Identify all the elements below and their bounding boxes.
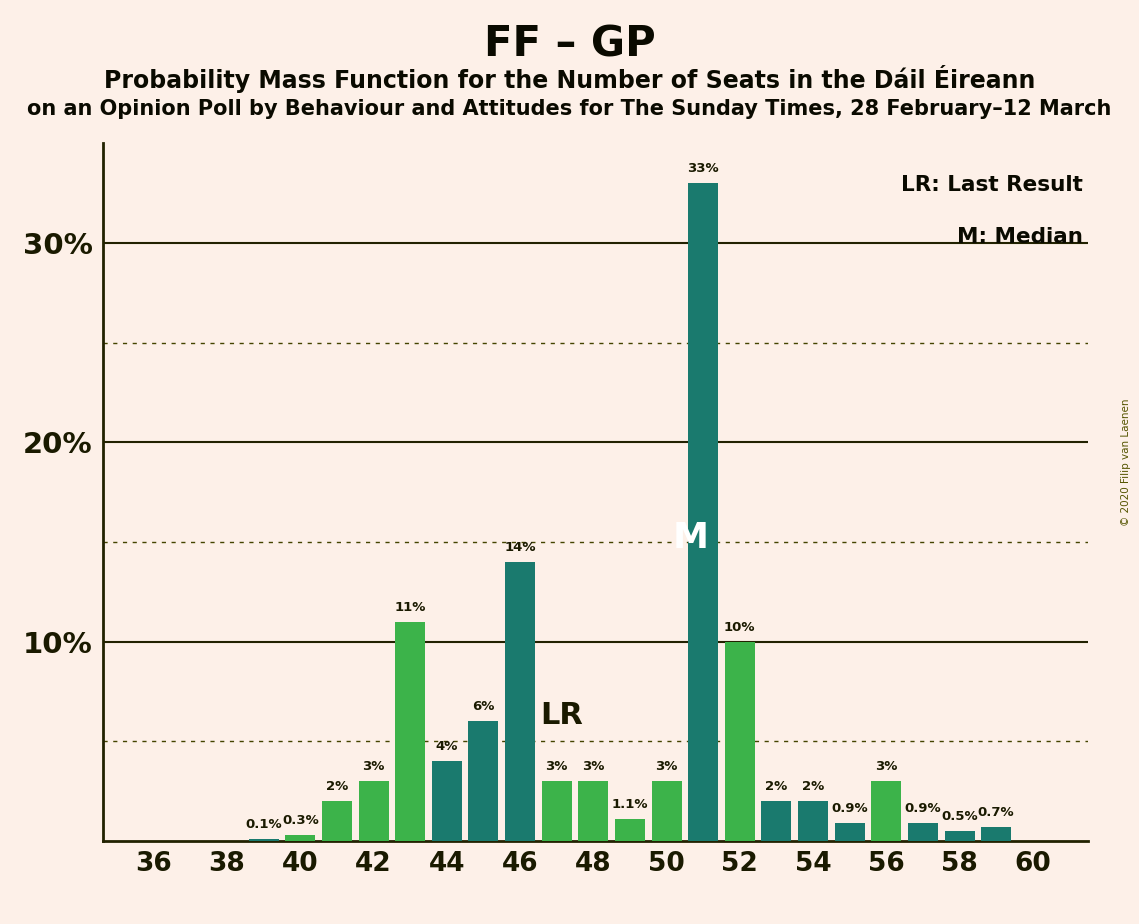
Text: Probability Mass Function for the Number of Seats in the Dáil Éireann: Probability Mass Function for the Number… bbox=[104, 65, 1035, 92]
Text: 4%: 4% bbox=[435, 740, 458, 753]
Bar bbox=[652, 781, 681, 841]
Text: 0.9%: 0.9% bbox=[904, 802, 941, 815]
Text: 3%: 3% bbox=[362, 760, 385, 773]
Text: 0.5%: 0.5% bbox=[941, 810, 978, 823]
Text: 0.1%: 0.1% bbox=[245, 818, 282, 831]
Bar bbox=[761, 801, 792, 841]
Text: © 2020 Filip van Laenen: © 2020 Filip van Laenen bbox=[1121, 398, 1131, 526]
Bar bbox=[395, 622, 425, 841]
Bar bbox=[798, 801, 828, 841]
Text: 10%: 10% bbox=[724, 621, 755, 634]
Text: 3%: 3% bbox=[546, 760, 568, 773]
Bar bbox=[285, 835, 316, 841]
Bar bbox=[248, 839, 279, 841]
Bar bbox=[542, 781, 572, 841]
Text: 2%: 2% bbox=[802, 780, 825, 793]
Text: LR: Last Result: LR: Last Result bbox=[901, 175, 1083, 195]
Text: M: Median: M: Median bbox=[957, 227, 1083, 247]
Bar bbox=[944, 831, 975, 841]
Bar bbox=[359, 781, 388, 841]
Text: 0.7%: 0.7% bbox=[978, 806, 1015, 819]
Text: 2%: 2% bbox=[326, 780, 349, 793]
Text: 6%: 6% bbox=[473, 700, 494, 713]
Bar bbox=[724, 641, 755, 841]
Text: M: M bbox=[672, 521, 708, 555]
Text: LR: LR bbox=[540, 700, 583, 730]
Text: 33%: 33% bbox=[687, 162, 719, 176]
Text: 11%: 11% bbox=[394, 601, 426, 614]
Bar bbox=[579, 781, 608, 841]
Bar bbox=[908, 823, 937, 841]
Text: 1.1%: 1.1% bbox=[612, 798, 648, 811]
Text: 3%: 3% bbox=[582, 760, 605, 773]
Text: 3%: 3% bbox=[655, 760, 678, 773]
Bar bbox=[981, 827, 1011, 841]
Bar bbox=[688, 183, 719, 841]
Bar bbox=[468, 722, 499, 841]
Text: 0.9%: 0.9% bbox=[831, 802, 868, 815]
Text: FF – GP: FF – GP bbox=[484, 23, 655, 65]
Text: 14%: 14% bbox=[505, 541, 535, 553]
Text: 0.3%: 0.3% bbox=[282, 814, 319, 827]
Bar bbox=[871, 781, 901, 841]
Bar bbox=[322, 801, 352, 841]
Text: 3%: 3% bbox=[875, 760, 898, 773]
Bar bbox=[505, 562, 535, 841]
Bar bbox=[432, 761, 461, 841]
Bar bbox=[615, 819, 645, 841]
Text: on an Opinion Poll by Behaviour and Attitudes for The Sunday Times, 28 February–: on an Opinion Poll by Behaviour and Atti… bbox=[27, 99, 1112, 119]
Bar bbox=[835, 823, 865, 841]
Text: 2%: 2% bbox=[765, 780, 787, 793]
